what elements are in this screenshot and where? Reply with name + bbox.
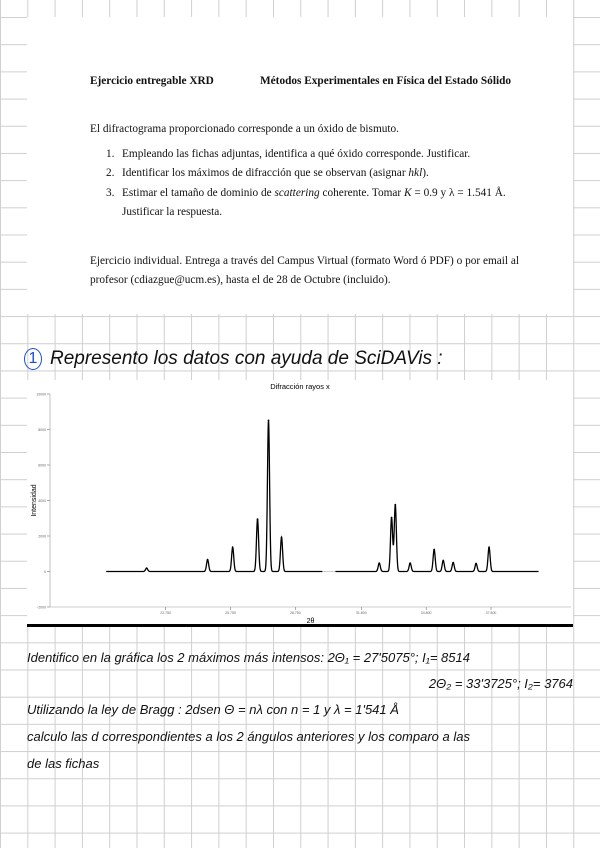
item-text-part: = 0.9 y λ = 1.541 Å. [411,187,506,199]
y-tick-label: 0 [44,570,46,574]
y-tick-label: 2000 [38,535,46,539]
peak-point [390,516,393,519]
peak-point [145,567,148,570]
chart-svg: Difracción rayos x -2000 0 2000 4000 6000 8000… [31,382,571,625]
item-text: Empleando las fichas adjuntas, identific… [122,148,471,160]
item-text: Identificar los máximos de difracción qu… [122,167,429,179]
item-text-part: Estimar el tamaño de dominio de [122,187,275,199]
item-text-part: coherente. Tomar [319,187,404,199]
y-tick-label: 10000 [36,393,46,397]
data-series-line [106,420,323,573]
peak-point [231,546,234,549]
note-line-1: Identifico en la gráfica los 2 máximos m… [27,650,470,665]
item-number: 1. [106,148,115,160]
divider-line [27,624,573,627]
item-text-italic: hkl [408,167,423,179]
step-number-circle: 1 [24,348,42,370]
x-tick-label: 31.800 [356,611,367,615]
note-line-3: Utilizando la ley de Bragg : 2dsen Θ = n… [27,702,399,717]
peak-point [442,559,445,562]
note-line-4: calculo las d correspondientes a los 2 á… [27,729,470,744]
peak-point [394,503,397,506]
x-tick-label: 28.750 [290,611,301,615]
peak-point [256,518,259,521]
item-text: Estimar el tamaño de dominio de scatteri… [122,187,506,199]
chart-title: Difracción rayos x [270,382,330,391]
item-number: 2. [106,167,115,179]
y-tick-label: 4000 [38,499,46,503]
x-tick-label: 22.750 [160,611,171,615]
peak-point [378,562,381,565]
item-text-part: ). [422,167,429,179]
item-text-italic: scattering [274,187,320,199]
x-tick-label: 37.800 [486,611,497,615]
item-text-part: Identificar los máximos de difracción qu… [122,167,409,179]
y-axis-label: Intensidad [31,484,38,516]
peak-point [475,562,477,565]
x-tick-label: 25.750 [225,611,236,615]
item-text-line2: Justificar la respuesta. [122,206,223,218]
y-tick-label: 8000 [38,428,46,432]
assignment-document: Ejercicio entregable XRD Métodos Experim… [27,17,573,314]
peak-point [433,548,436,551]
header-left: Ejercicio entregable XRD [90,75,214,87]
y-tick-label: 6000 [38,464,46,468]
data-series-line [335,504,539,573]
header-right: Métodos Experimentales en Física del Est… [260,75,512,87]
peak-point [267,419,270,422]
note-heading-text: Represento los datos con ayuda de SciDAV… [50,348,443,370]
note-line-2: 2Θ₂ = 33'3725°; I₂= 3764 [428,676,573,691]
intro-text: El difractograma proporcionado correspon… [90,123,400,135]
footer-line-1: Ejercicio individual. Entrega a través d… [90,255,520,267]
peak-point [409,562,412,565]
x-axis-label: 2θ [307,618,315,625]
peak-point [452,561,455,564]
peak-point [488,546,490,549]
note-heading: 1 Represento los datos con ayuda de SciDA… [24,348,443,370]
x-tick-label: 34.800 [421,611,432,615]
peak-point [206,558,209,561]
xrd-chart: Difracción rayos x -2000 0 2000 4000 6000 8000… [27,380,573,625]
footer-line-2: profesor (cdiazgue@ucm.es), hasta el de … [90,274,391,286]
y-tick-label: -2000 [37,606,46,610]
item-text-italic: K [404,187,412,199]
peak-point [280,536,283,539]
note-line-5: de las fichas [27,756,100,771]
item-number: 3. [106,187,115,199]
